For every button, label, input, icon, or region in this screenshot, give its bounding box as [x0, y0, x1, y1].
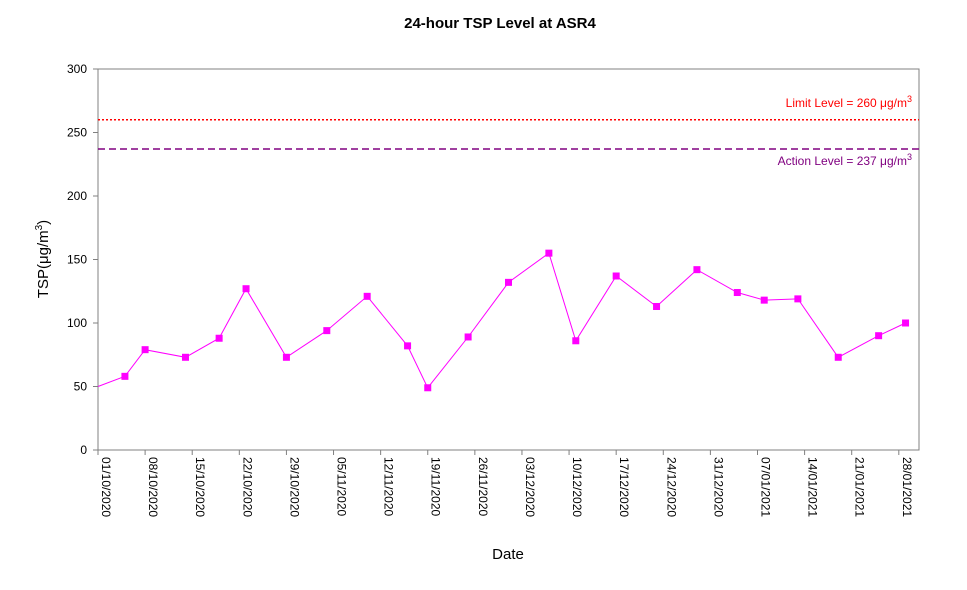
data-point [121, 372, 129, 380]
data-point [404, 342, 412, 350]
x-tick-label: 28/01/2021 [900, 457, 914, 517]
reference-line-label: Action Level = 237 μg/m3 [778, 152, 912, 168]
x-tick-label: 01/10/2020 [99, 457, 113, 517]
x-tick-label: 12/11/2020 [382, 457, 396, 516]
data-point [733, 289, 741, 297]
y-axis: 0 50 100 150 200 250 300 [67, 62, 98, 457]
data-point [875, 332, 883, 340]
x-tick-label: 08/10/2020 [146, 457, 160, 517]
data-point [505, 278, 512, 286]
y-tick-label: 0 [80, 443, 87, 457]
x-tick-label: 26/11/2020 [476, 457, 490, 516]
y-tick-label: 50 [74, 380, 88, 394]
y-tick-label: 100 [67, 316, 87, 330]
data-point [215, 334, 223, 342]
x-tick-label: 24/12/2020 [664, 457, 678, 517]
series-line [97, 252, 906, 389]
data-point [693, 266, 701, 274]
x-tick-label: 05/11/2020 [335, 457, 349, 516]
data-point [323, 327, 331, 335]
y-tick-label: 150 [67, 253, 87, 267]
x-tick-label: 10/12/2020 [570, 457, 584, 517]
data-point [612, 272, 620, 280]
data-point [141, 346, 149, 354]
series-layer [97, 249, 910, 392]
data-point [902, 319, 910, 327]
data-point [794, 295, 802, 303]
y-axis-label: TSP(μg/m3) [34, 220, 52, 298]
y-axis-label-text: TSP( [35, 264, 52, 298]
reference-line-label-text: Limit Level = 260 μg/m [786, 96, 907, 110]
x-tick-label: 14/01/2021 [806, 457, 820, 517]
x-tick-label: 03/12/2020 [523, 457, 537, 517]
x-tick-label: 21/01/2021 [853, 457, 867, 517]
data-point [424, 384, 432, 392]
data-point [653, 302, 661, 310]
y-axis-label-sup: 3 [34, 224, 45, 230]
plot-area [97, 68, 920, 451]
data-point [181, 353, 189, 361]
data-point [834, 353, 842, 361]
y-axis-label-unit: μg/m [35, 230, 52, 264]
x-tick-label: 19/11/2020 [429, 457, 443, 516]
x-axis-label: Date [492, 546, 524, 563]
y-axis-label-close: ) [35, 220, 52, 225]
data-point [363, 292, 371, 300]
data-point [464, 333, 472, 341]
x-axis: 01/10/2020 08/10/2020 15/10/2020 22/10/2020… [97, 450, 914, 517]
data-point [545, 249, 553, 257]
reference-line-label: Limit Level = 260 μg/m3 [786, 94, 912, 110]
y-tick-label: 250 [67, 126, 87, 140]
data-point [242, 285, 250, 293]
x-tick-label: 07/01/2021 [758, 457, 772, 517]
chart-title: 24-hour TSP Level at ASR4 [404, 15, 596, 32]
reference-line-label-text: Action Level = 237 μg/m [778, 154, 907, 168]
x-tick-label: 31/12/2020 [711, 457, 725, 517]
x-tick-label: 29/10/2020 [287, 457, 301, 517]
reference-line-label-sup: 3 [907, 152, 912, 162]
x-tick-label: 22/10/2020 [240, 457, 254, 517]
data-point [760, 296, 768, 304]
y-tick-label: 200 [67, 189, 87, 203]
data-point [572, 337, 580, 345]
data-point [282, 353, 290, 361]
x-tick-label: 17/12/2020 [617, 457, 631, 517]
x-tick-label: 15/10/2020 [193, 457, 207, 517]
reference-line-label-sup: 3 [907, 94, 912, 104]
y-tick-label: 300 [67, 62, 87, 76]
